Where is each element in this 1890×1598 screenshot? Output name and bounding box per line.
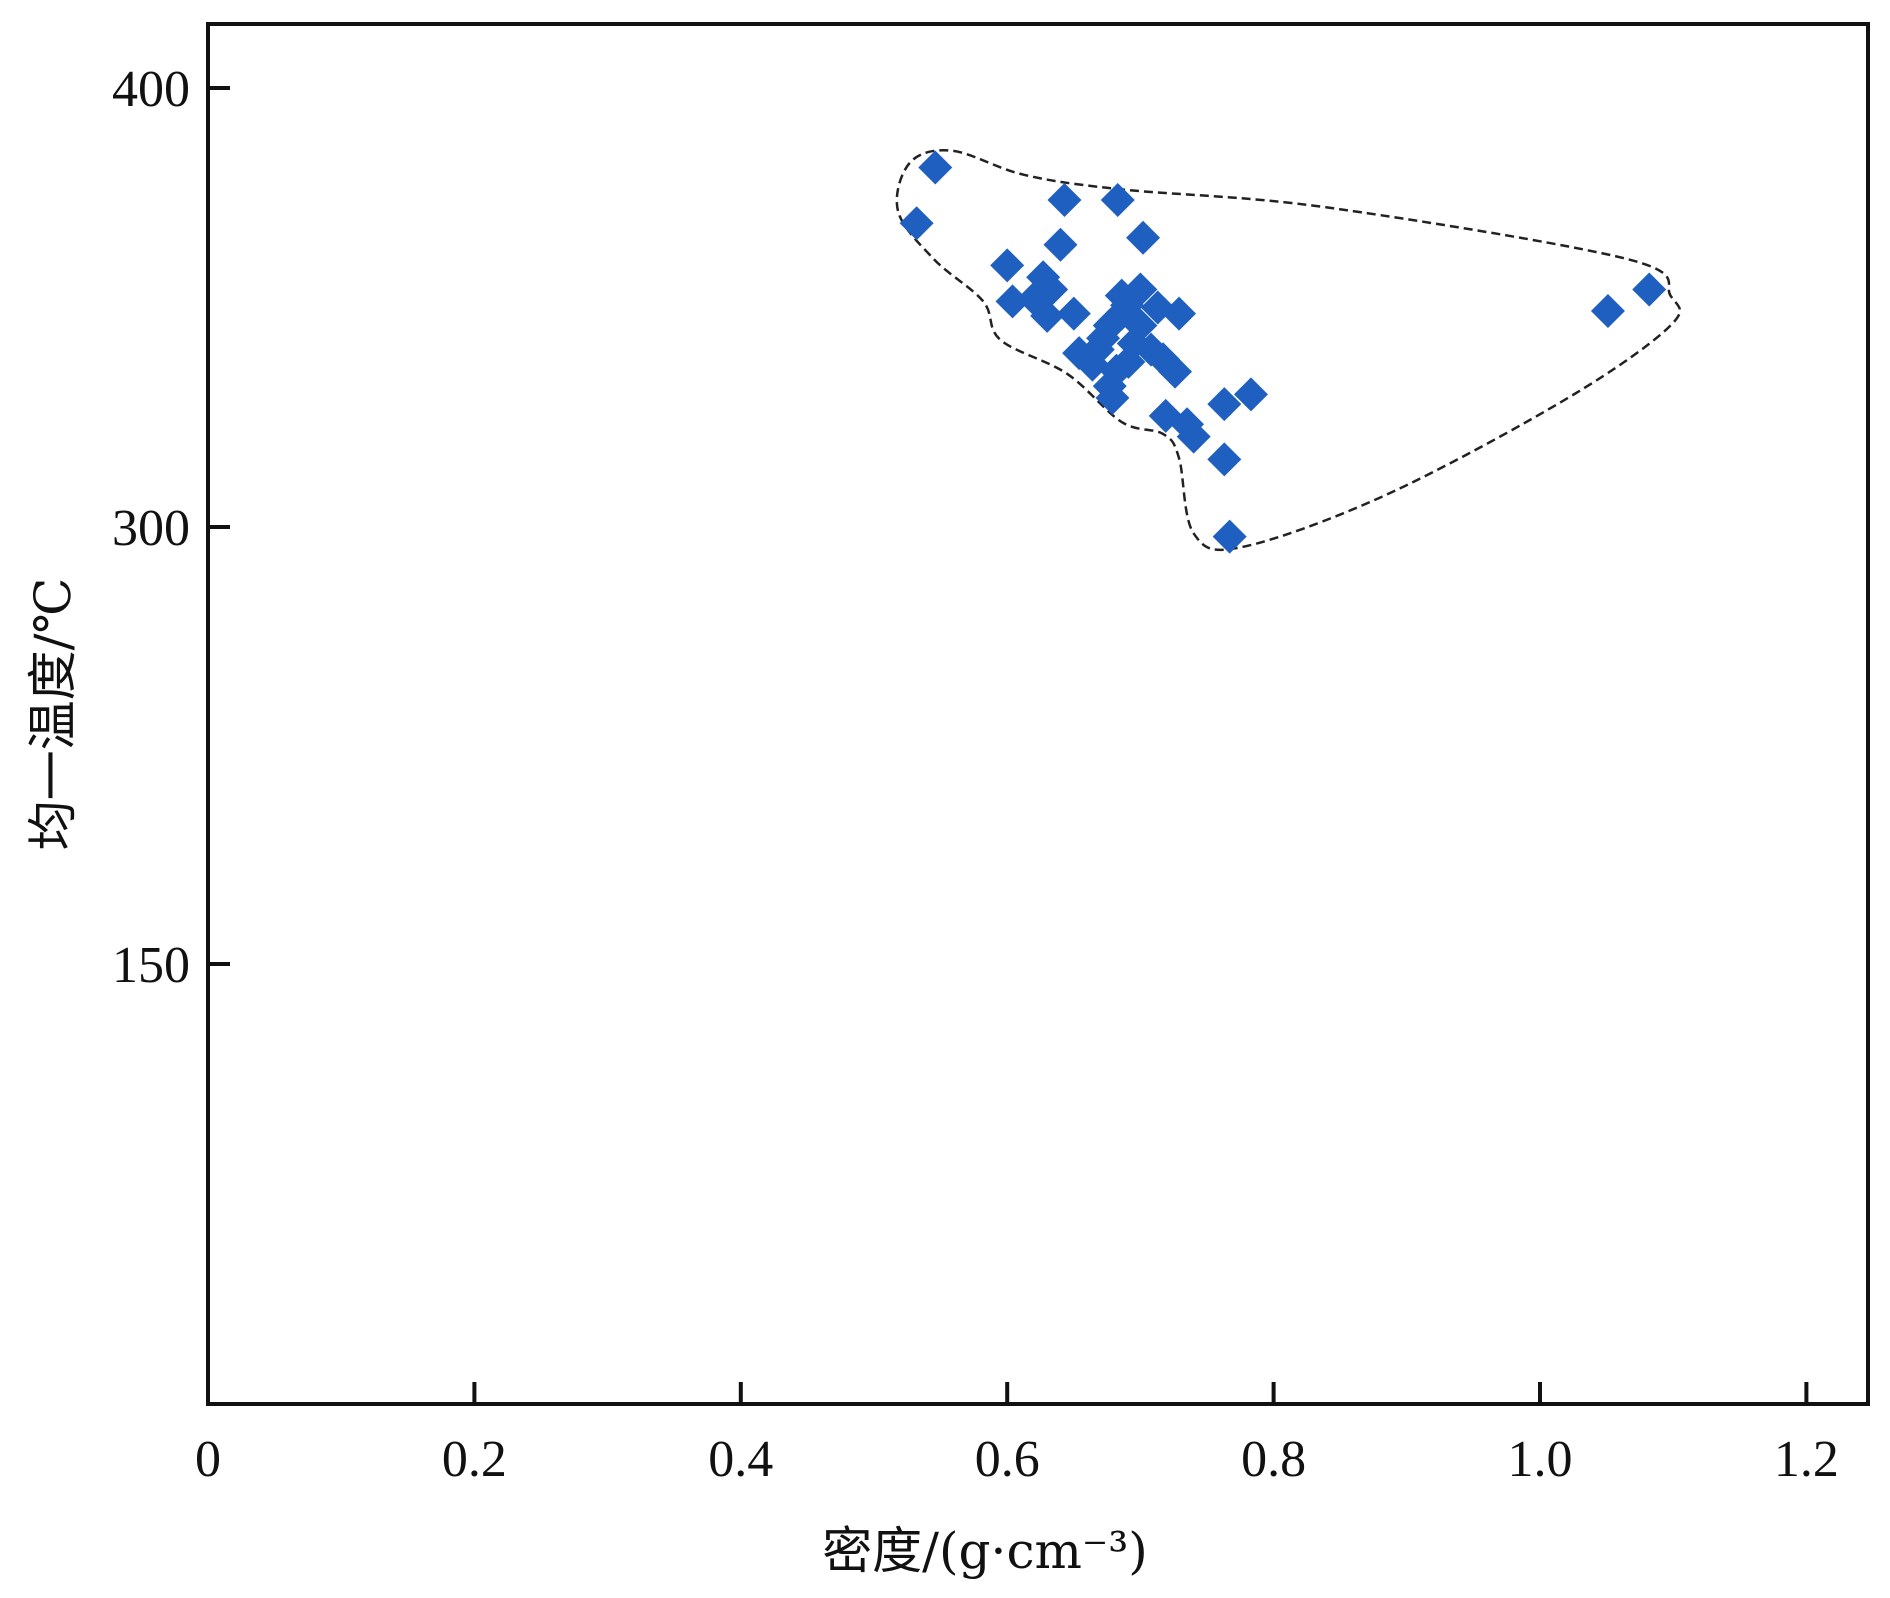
data-point <box>918 150 953 185</box>
x-tick-label: 0 <box>195 1431 221 1488</box>
y-tick-label: 300 <box>112 500 190 557</box>
data-point <box>1110 288 1145 323</box>
x-tick-label: 1.2 <box>1774 1431 1839 1488</box>
envelope-outline <box>895 149 1682 552</box>
data-point <box>1158 354 1193 389</box>
data-point <box>995 284 1030 319</box>
data-marks <box>895 149 1682 554</box>
data-point <box>1632 272 1667 307</box>
y-axis: 400 300 150 <box>112 61 230 994</box>
data-point <box>1075 347 1110 382</box>
x-axis-label: 密度/(g·cm⁻³) <box>822 1522 1148 1580</box>
data-point <box>1212 519 1247 554</box>
data-point <box>1126 220 1161 255</box>
x-tick-label: 0.2 <box>442 1431 507 1488</box>
y-axis-label: 均一温度/℃ <box>24 578 82 851</box>
data-point <box>1095 380 1130 415</box>
data-point <box>1162 296 1197 331</box>
x-tick-label: 0.8 <box>1241 1431 1306 1488</box>
data-point <box>1207 442 1242 477</box>
data-point <box>1100 182 1135 217</box>
data-point <box>1056 296 1091 331</box>
data-point <box>1016 281 1051 316</box>
data-point <box>1590 294 1625 329</box>
data-point <box>1099 353 1134 388</box>
data-point <box>1086 321 1121 356</box>
y-tick-label: 400 <box>112 61 190 118</box>
x-tick-label: 0.6 <box>975 1431 1040 1488</box>
x-axis: 0 0.2 0.4 0.6 0.8 1.0 1.2 <box>195 1382 1839 1488</box>
data-point <box>1043 227 1078 262</box>
data-point <box>1047 182 1082 217</box>
y-tick-label: 150 <box>112 937 190 994</box>
plot-frame <box>206 22 1870 1406</box>
data-point <box>1207 387 1242 422</box>
data-point <box>1176 419 1211 454</box>
x-tick-label: 1.0 <box>1508 1431 1573 1488</box>
data-point <box>990 248 1025 283</box>
x-tick-label: 0.4 <box>708 1431 773 1488</box>
data-point <box>1233 377 1268 412</box>
data-point <box>899 206 934 241</box>
